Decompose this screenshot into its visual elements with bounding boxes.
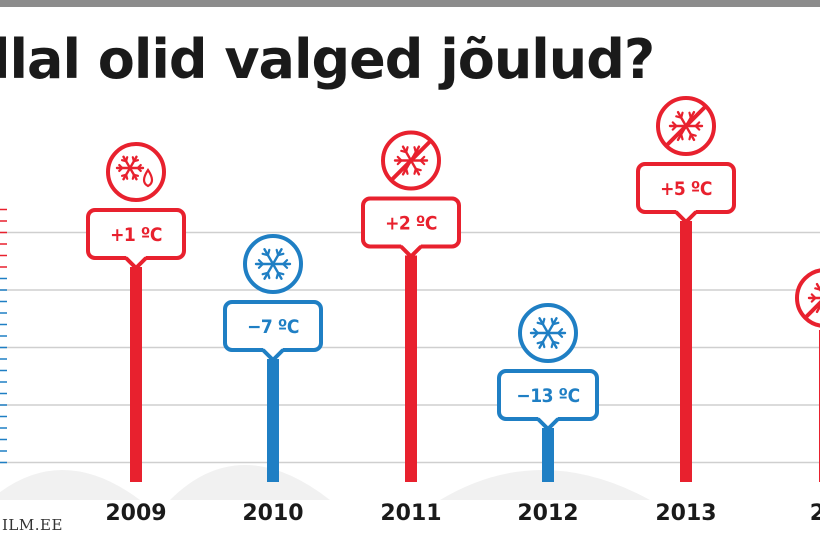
chart-title: llal olid valged jõulud? xyxy=(0,28,655,91)
bar xyxy=(267,359,279,482)
value-label-pointer xyxy=(126,256,146,268)
value-label-pointer xyxy=(538,417,558,429)
source-label: ILM.EE xyxy=(2,516,63,534)
value-label: +5 ºC xyxy=(660,178,712,200)
value-label-pointer xyxy=(263,348,283,360)
year-label: 20 xyxy=(810,501,820,526)
snow-mound xyxy=(170,465,330,500)
no-snow-icon xyxy=(656,96,716,156)
snow-mound xyxy=(0,470,140,500)
value-label: −13 ºC xyxy=(516,385,579,407)
snowflake-icon xyxy=(243,234,303,294)
value-label: −7 ºC xyxy=(247,316,299,338)
year-label: 2011 xyxy=(380,501,441,526)
value-label-pointer-stroke xyxy=(536,417,560,431)
value-label: +1 ºC xyxy=(110,224,162,246)
top-bar xyxy=(0,0,820,7)
value-label-pointer-stroke xyxy=(674,210,698,224)
year-label: 2009 xyxy=(105,501,166,526)
snowflake-icon xyxy=(518,303,578,363)
snow-rain-icon xyxy=(106,142,166,202)
value-label-pointer-stroke xyxy=(124,256,148,270)
bar xyxy=(542,428,554,482)
year-label: 2012 xyxy=(517,501,578,526)
year-label: 2010 xyxy=(242,501,303,526)
value-label: +2 ºC xyxy=(385,213,437,235)
value-label-pointer xyxy=(401,244,421,257)
value-label-pointer xyxy=(676,210,696,222)
no-snow-icon xyxy=(795,268,820,328)
bar xyxy=(680,221,692,482)
snow-mound xyxy=(440,470,650,500)
value-label-pointer-stroke xyxy=(399,245,423,259)
bar xyxy=(130,267,142,482)
value-label-pointer-stroke xyxy=(261,348,285,362)
bar xyxy=(405,255,417,482)
no-snow-icon xyxy=(381,130,441,191)
year-label: 2013 xyxy=(655,501,716,526)
